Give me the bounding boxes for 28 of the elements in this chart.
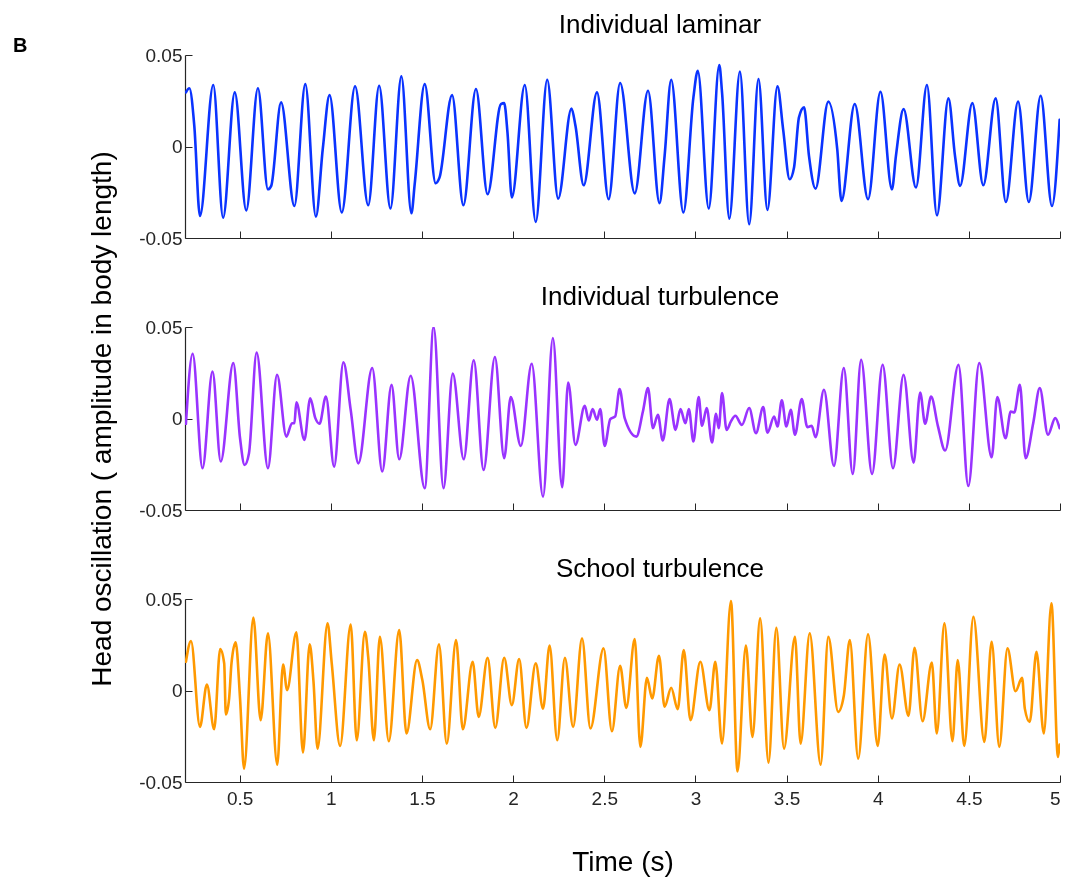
x-tick-label: 4 xyxy=(872,787,884,809)
x-tick-label: 3.5 xyxy=(773,787,801,809)
y-tick-label: 0.05 xyxy=(145,316,183,338)
y-tick-label: 0 xyxy=(171,136,183,157)
x-tick-label: 5 xyxy=(1049,787,1061,809)
line-series xyxy=(185,327,1060,498)
chart-title: Individual turbulence xyxy=(540,281,780,311)
chart-title: Individual laminar xyxy=(558,9,762,39)
line-series xyxy=(185,599,1060,773)
x-tick-label: 2.5 xyxy=(591,787,618,809)
x-axis-title: Time (s) xyxy=(572,845,674,877)
y-tick-label: -0.05 xyxy=(139,499,183,521)
line-series xyxy=(185,63,1060,226)
x-tick-label: 4.5 xyxy=(956,787,983,809)
y-tick-label: 0.05 xyxy=(145,588,183,610)
x-tick-label: 0.5 xyxy=(226,787,254,809)
y-axis-title: Head oscillation ( amplitude in body length) xyxy=(86,151,118,687)
y-tick-label: 0 xyxy=(171,408,183,429)
chart-title: School turbulence xyxy=(555,553,765,583)
y-tick-label: 0 xyxy=(171,680,183,701)
x-tick-label: 3 xyxy=(690,787,702,809)
y-tick-label: -0.05 xyxy=(139,771,183,793)
x-tick-label: 1.5 xyxy=(409,787,436,809)
x-tick-label: 2 xyxy=(508,787,519,809)
y-tick-label: -0.05 xyxy=(139,227,183,249)
text: B xyxy=(13,34,28,56)
x-tick-label: 1 xyxy=(326,787,337,809)
y-tick-label: 0.05 xyxy=(145,44,183,66)
